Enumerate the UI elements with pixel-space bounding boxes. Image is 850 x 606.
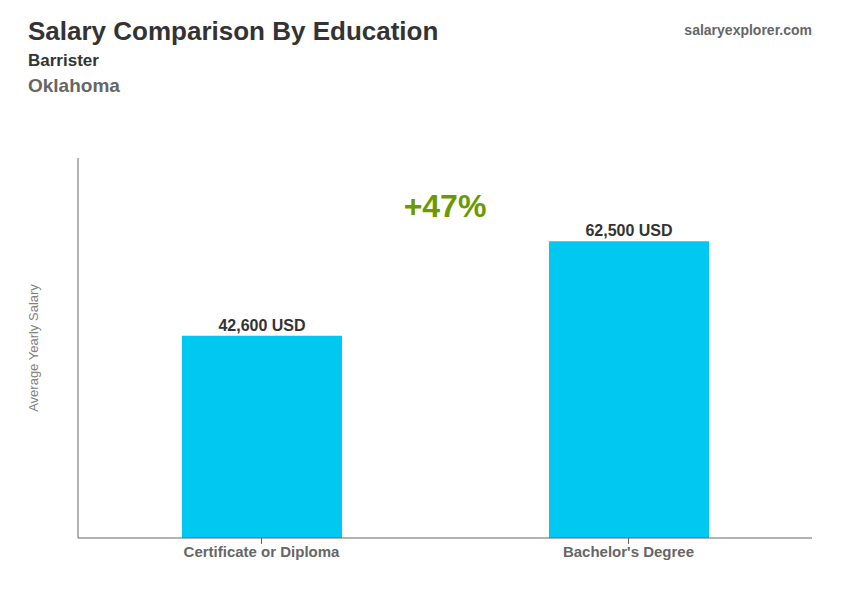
svg-text:Average Yearly Salary: Average Yearly Salary [26,284,41,412]
html-text:salaryexplorer.com: salaryexplorer.com [684,22,812,38]
html-text:+47%: +47% [403,188,487,224]
svg-text:Certificate or Diploma: Certificate or Diploma [184,543,341,560]
html-text:Oklahoma: Oklahoma [28,75,120,96]
svg-text:62,500 USD: 62,500 USD [585,222,672,239]
html-text:Barrister: Barrister [28,51,99,70]
svg-text:Bachelor's Degree: Bachelor's Degree [563,543,694,560]
svg-text:42,600 USD: 42,600 USD [218,317,305,334]
html-text:Salary Comparison By Education: Salary Comparison By Education [28,16,439,46]
